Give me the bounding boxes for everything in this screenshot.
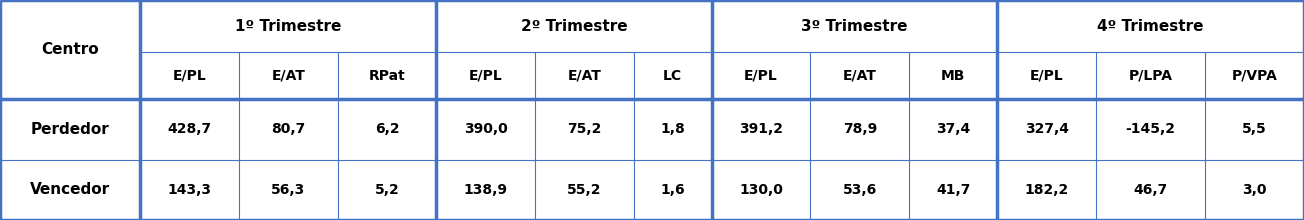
- Text: 75,2: 75,2: [567, 122, 601, 136]
- Text: 2º Trimestre: 2º Trimestre: [520, 19, 627, 34]
- Text: 182,2: 182,2: [1025, 183, 1069, 197]
- Text: 4º Trimestre: 4º Trimestre: [1098, 19, 1204, 34]
- Text: LC: LC: [664, 69, 682, 83]
- Text: 1,8: 1,8: [660, 122, 685, 136]
- Text: 130,0: 130,0: [739, 183, 782, 197]
- Text: Vencedor: Vencedor: [30, 182, 111, 197]
- Text: E/PL: E/PL: [745, 69, 778, 83]
- Text: E/AT: E/AT: [567, 69, 601, 83]
- Text: 143,3: 143,3: [168, 183, 211, 197]
- Text: 5,2: 5,2: [374, 183, 399, 197]
- Text: E/PL: E/PL: [172, 69, 206, 83]
- Text: 390,0: 390,0: [464, 122, 507, 136]
- Text: 1,6: 1,6: [660, 183, 685, 197]
- Text: 3º Trimestre: 3º Trimestre: [802, 19, 908, 34]
- Text: Perdedor: Perdedor: [31, 122, 110, 137]
- Text: 41,7: 41,7: [936, 183, 970, 197]
- Text: 55,2: 55,2: [567, 183, 601, 197]
- Text: Centro: Centro: [42, 42, 99, 57]
- Text: E/AT: E/AT: [842, 69, 876, 83]
- Text: 6,2: 6,2: [374, 122, 399, 136]
- Text: 80,7: 80,7: [271, 122, 305, 136]
- Text: P/LPA: P/LPA: [1129, 69, 1172, 83]
- Text: 46,7: 46,7: [1133, 183, 1168, 197]
- Text: E/PL: E/PL: [469, 69, 502, 83]
- Text: 53,6: 53,6: [842, 183, 876, 197]
- Text: P/VPA: P/VPA: [1232, 69, 1278, 83]
- Text: 428,7: 428,7: [167, 122, 211, 136]
- Text: 5,5: 5,5: [1243, 122, 1267, 136]
- Text: MB: MB: [941, 69, 965, 83]
- Text: 391,2: 391,2: [739, 122, 784, 136]
- Text: -145,2: -145,2: [1125, 122, 1176, 136]
- Text: E/AT: E/AT: [271, 69, 305, 83]
- Text: 3,0: 3,0: [1243, 183, 1267, 197]
- Text: 1º Trimestre: 1º Trimestre: [235, 19, 342, 34]
- Text: 78,9: 78,9: [842, 122, 876, 136]
- Text: 138,9: 138,9: [464, 183, 507, 197]
- Text: 327,4: 327,4: [1025, 122, 1069, 136]
- Text: RPat: RPat: [369, 69, 406, 83]
- Text: 37,4: 37,4: [936, 122, 970, 136]
- Text: E/PL: E/PL: [1030, 69, 1064, 83]
- Text: 56,3: 56,3: [271, 183, 305, 197]
